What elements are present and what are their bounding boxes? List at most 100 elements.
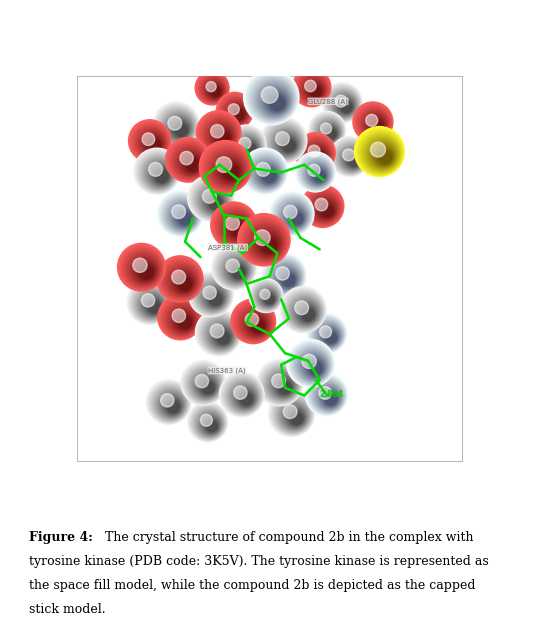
Circle shape [222, 163, 239, 181]
Circle shape [210, 294, 222, 305]
Circle shape [233, 224, 245, 236]
Circle shape [231, 265, 246, 279]
Circle shape [134, 125, 168, 159]
Circle shape [227, 261, 248, 281]
Circle shape [262, 365, 300, 403]
Circle shape [323, 125, 338, 141]
Circle shape [190, 273, 233, 316]
Circle shape [172, 271, 195, 294]
Circle shape [208, 84, 222, 98]
Circle shape [207, 421, 217, 431]
Circle shape [320, 122, 340, 142]
Circle shape [150, 383, 189, 422]
Circle shape [308, 84, 323, 98]
Circle shape [208, 291, 223, 306]
Circle shape [336, 143, 366, 173]
Circle shape [230, 383, 258, 410]
Circle shape [205, 119, 237, 151]
Circle shape [272, 374, 295, 397]
Circle shape [255, 285, 279, 309]
Circle shape [217, 208, 254, 245]
Circle shape [222, 374, 263, 415]
Circle shape [362, 134, 401, 173]
Circle shape [175, 147, 205, 177]
Circle shape [219, 160, 241, 182]
Circle shape [162, 261, 200, 299]
Circle shape [274, 397, 311, 433]
Circle shape [303, 79, 325, 101]
Circle shape [279, 270, 297, 288]
Circle shape [147, 301, 161, 313]
Circle shape [139, 292, 165, 318]
Circle shape [216, 130, 230, 145]
Circle shape [371, 120, 383, 132]
Circle shape [273, 396, 312, 434]
Circle shape [171, 204, 195, 229]
Circle shape [302, 185, 344, 227]
Circle shape [154, 103, 199, 147]
Circle shape [206, 81, 216, 92]
Circle shape [174, 146, 206, 178]
Circle shape [231, 299, 276, 343]
Circle shape [337, 97, 354, 114]
Circle shape [190, 178, 232, 220]
Circle shape [193, 373, 219, 399]
Circle shape [311, 194, 339, 222]
Circle shape [261, 363, 301, 404]
Circle shape [282, 404, 307, 429]
Circle shape [247, 73, 297, 123]
Circle shape [320, 123, 332, 134]
Circle shape [201, 189, 226, 214]
Circle shape [162, 396, 183, 416]
Circle shape [321, 124, 339, 142]
Circle shape [232, 108, 245, 120]
Circle shape [167, 266, 198, 296]
Circle shape [275, 266, 299, 290]
Circle shape [264, 294, 274, 304]
Circle shape [260, 289, 277, 307]
Circle shape [222, 97, 250, 127]
Circle shape [210, 152, 246, 187]
Circle shape [323, 391, 339, 407]
Circle shape [200, 414, 221, 435]
Circle shape [274, 131, 300, 156]
Circle shape [241, 140, 258, 156]
Circle shape [260, 86, 290, 116]
Circle shape [140, 266, 153, 278]
Circle shape [211, 326, 233, 347]
Circle shape [319, 202, 334, 218]
Circle shape [224, 377, 261, 414]
Circle shape [248, 316, 266, 335]
Circle shape [168, 116, 182, 130]
Circle shape [308, 376, 347, 415]
Circle shape [302, 355, 326, 379]
Circle shape [315, 199, 336, 220]
Circle shape [179, 151, 203, 175]
Circle shape [205, 80, 224, 100]
Circle shape [363, 135, 400, 172]
Circle shape [318, 120, 341, 143]
Circle shape [311, 379, 344, 413]
Circle shape [221, 373, 263, 416]
Circle shape [277, 379, 292, 395]
Circle shape [149, 301, 160, 312]
Circle shape [130, 121, 170, 161]
Circle shape [300, 156, 333, 189]
Circle shape [296, 134, 335, 172]
Circle shape [223, 99, 249, 125]
Circle shape [286, 208, 305, 227]
Circle shape [232, 132, 263, 161]
Circle shape [206, 148, 248, 189]
Circle shape [196, 410, 223, 437]
Circle shape [216, 156, 232, 173]
Circle shape [320, 124, 339, 142]
Circle shape [231, 107, 245, 121]
Circle shape [180, 152, 202, 175]
Circle shape [212, 203, 256, 247]
Circle shape [203, 286, 216, 299]
Circle shape [316, 200, 336, 219]
Circle shape [171, 270, 195, 294]
Circle shape [216, 331, 230, 344]
Circle shape [294, 300, 319, 325]
Circle shape [146, 161, 173, 188]
